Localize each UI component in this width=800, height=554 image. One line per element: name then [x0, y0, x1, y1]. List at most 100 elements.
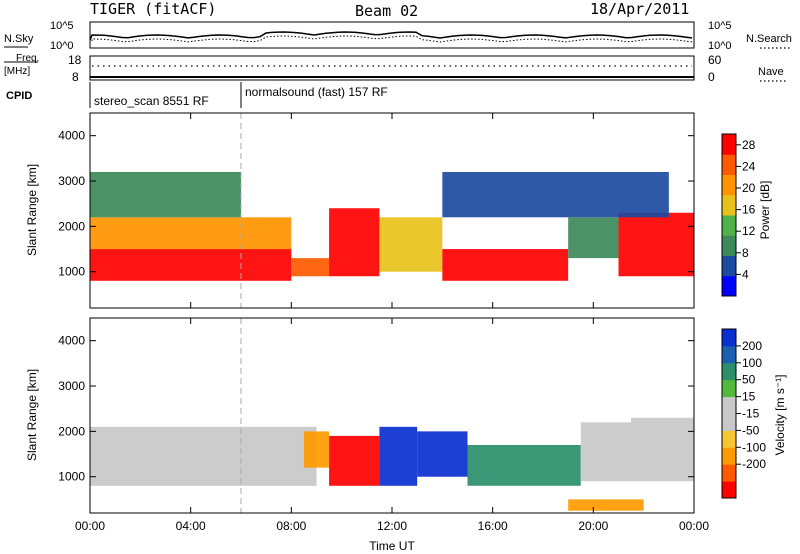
power-region	[291, 258, 330, 277]
power-colorbar: 4 8 12 16 20 24 28	[721, 133, 756, 297]
colorbar-swatch	[722, 464, 736, 482]
velocity-y-axis: 1000 2000 3000 4000	[58, 334, 694, 484]
velocity-colorbar: 200 100 50 15 -15 -50 -100 -200	[721, 328, 766, 499]
power-region	[379, 217, 443, 272]
time-x-axis: 00:00 04:00 08:00 12:00 16:00 20:00 00:00	[75, 113, 709, 533]
y-tick-label: 3000	[58, 174, 85, 188]
velocity-colorbar-label: Velocity [m s⁻¹]	[773, 374, 787, 455]
velocity-region	[467, 444, 581, 486]
colorbar-tick-label: 24	[742, 159, 756, 173]
power-colorbar-label: Power [dB]	[758, 181, 772, 240]
nsky-label: N.Sky	[4, 33, 34, 45]
nsearch-label: N.Search	[746, 33, 792, 45]
freq-label-2: [MHz]	[4, 66, 30, 77]
colorbar-swatch	[722, 447, 736, 465]
y-tick-label: 1000	[58, 265, 85, 279]
nsky-right-tick-top: 10^5	[708, 20, 732, 32]
colorbar-swatch	[722, 430, 736, 448]
power-region	[90, 217, 292, 250]
colorbar-tick-label: -50	[742, 423, 760, 437]
velocity-region	[303, 431, 330, 468]
colorbar-tick-label: -100	[742, 440, 766, 454]
x-tick-label: 16:00	[478, 519, 508, 533]
colorbar-swatch	[722, 379, 736, 398]
nave-tick-bottom: 0	[708, 70, 715, 84]
nsky-panel	[89, 21, 695, 49]
colorbar-swatch	[722, 235, 736, 256]
power-region	[90, 171, 241, 218]
colorbar-tick-label: 4	[742, 267, 749, 281]
y-tick-label: 2000	[58, 219, 85, 233]
freq-panel	[89, 55, 695, 81]
power-region	[90, 249, 292, 281]
y-tick-label: 3000	[58, 379, 85, 393]
velocity-region	[329, 435, 380, 486]
y-tick-label: 4000	[58, 334, 85, 348]
y-tick-label: 1000	[58, 470, 85, 484]
cpid-program-2: normalsound (fast) 157 RF	[245, 85, 388, 99]
x-tick-label: 00:00	[679, 519, 709, 533]
colorbar-swatch	[722, 255, 736, 277]
nave-tick-top: 60	[708, 53, 722, 67]
freq-label-1: Freq.	[16, 53, 39, 64]
power-region	[442, 171, 669, 218]
power-region	[618, 212, 694, 277]
colorbar-tick-label: 100	[742, 356, 762, 370]
velocity-region	[379, 426, 418, 486]
x-tick-label: 12:00	[377, 519, 407, 533]
colorbar-swatch	[722, 329, 736, 347]
y-tick-label: 4000	[58, 129, 85, 143]
colorbar-swatch	[722, 396, 736, 414]
radar-title: TIGER (fitACF)	[90, 0, 216, 18]
nsky-tick-top: 10^5	[50, 20, 74, 32]
nsky-tick-bottom: 10^0	[50, 40, 74, 52]
velocity-region	[417, 431, 468, 477]
beam-title: Beam 02	[355, 2, 418, 20]
colorbar-swatch	[722, 134, 736, 155]
nsky-right-tick-bottom: 10^0	[708, 40, 732, 52]
power-y-axis: 1000 2000 3000 4000	[58, 129, 694, 279]
colorbar-swatch	[722, 362, 736, 381]
cpid-label: CPID	[6, 90, 32, 102]
velocity-region	[631, 417, 694, 482]
x-tick-label: 04:00	[176, 519, 206, 533]
x-axis-label: Time UT	[369, 539, 415, 553]
power-heatmap	[90, 171, 694, 281]
colorbar-tick-label: 8	[742, 246, 749, 260]
x-tick-label: 00:00	[75, 519, 105, 533]
x-tick-label: 08:00	[276, 519, 306, 533]
colorbar-swatch	[722, 481, 736, 499]
colorbar-swatch	[722, 194, 736, 216]
velocity-region	[568, 499, 644, 511]
freq-tick-top: 18	[68, 53, 82, 67]
cpid-program-1: stereo_scan 8551 RF	[94, 94, 209, 108]
colorbar-tick-label: 20	[742, 181, 756, 195]
nsky-trace	[89, 31, 693, 43]
colorbar-tick-label: 50	[742, 373, 756, 387]
colorbar-tick-label: 12	[742, 224, 756, 238]
velocity-region	[580, 422, 632, 482]
colorbar-tick-label: -15	[742, 407, 760, 421]
y-tick-label: 2000	[58, 424, 85, 438]
x-tick-label: 20:00	[578, 519, 608, 533]
colorbar-swatch	[722, 345, 736, 364]
velocity-region	[90, 426, 317, 486]
power-region	[329, 208, 380, 277]
power-ylabel: Slant Range [km]	[25, 164, 39, 256]
colorbar-swatch	[722, 275, 736, 297]
date-title: 18/Apr/2011	[590, 0, 689, 18]
velocity-heatmap	[90, 417, 694, 511]
power-region	[568, 217, 619, 259]
freq-tick-bottom: 8	[72, 70, 79, 84]
colorbar-swatch	[722, 215, 736, 236]
colorbar-swatch	[722, 413, 736, 431]
velocity-ylabel: Slant Range [km]	[25, 369, 39, 461]
colorbar-tick-label: 15	[742, 390, 756, 404]
colorbar-tick-label: 200	[742, 339, 762, 353]
colorbar-swatch	[722, 154, 736, 175]
colorbar-tick-label: 16	[742, 203, 756, 217]
colorbar-swatch	[722, 174, 736, 196]
colorbar-tick-label: 28	[742, 138, 756, 152]
colorbar-tick-label: -200	[742, 457, 766, 471]
